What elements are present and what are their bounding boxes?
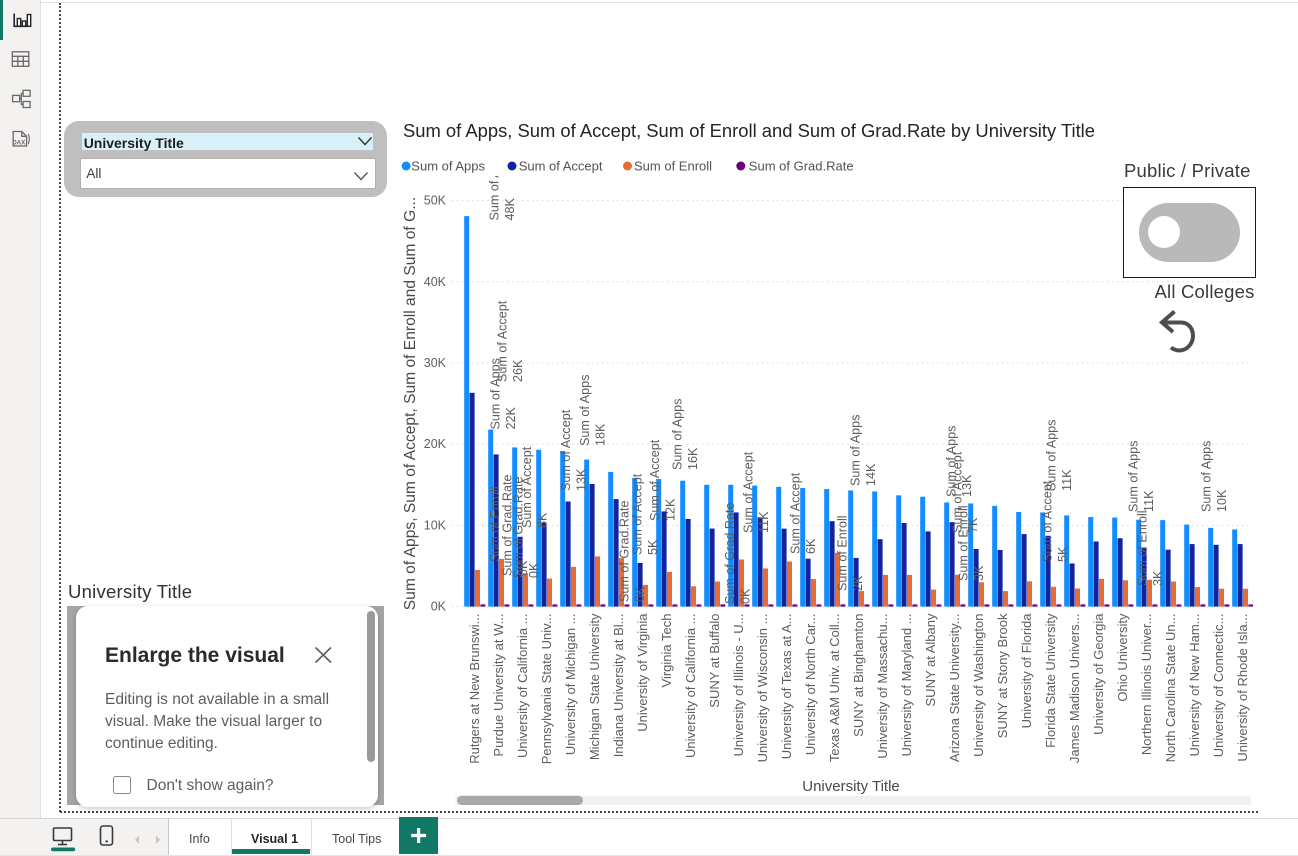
svg-text:University of North Car...: University of North Car... — [803, 614, 818, 756]
svg-text:Sum of Enroll: Sum of Enroll — [956, 505, 970, 581]
svg-text:13K: 13K — [960, 474, 974, 497]
svg-text:Arizona State University...: Arizona State University... — [947, 614, 962, 763]
svg-text:Sum of Accept: Sum of Accept — [559, 409, 573, 491]
svg-text:50K: 50K — [424, 194, 447, 208]
svg-text:Indiana University at Bl...: Indiana University at Bl... — [611, 614, 626, 758]
svg-text:0K: 0K — [633, 586, 647, 602]
svg-text:Sum of Accept: Sum of Accept — [519, 159, 603, 174]
svg-text:Sum of Apps: Sum of Apps — [488, 358, 502, 429]
svg-text:Sum of Grad.Rate: Sum of Grad.Rate — [617, 501, 631, 603]
svg-text:Sum of Grad.Rate: Sum of Grad.Rate — [749, 159, 854, 174]
svg-text:Sum of Apps: Sum of Apps — [944, 426, 958, 497]
svg-text:University of Rhode Isla...: University of Rhode Isla... — [1235, 614, 1250, 762]
svg-text:Sum of Accept: Sum of Accept — [788, 472, 802, 554]
svg-text:Sum of Apps: Sum of Apps — [1126, 441, 1140, 512]
svg-text:48K: 48K — [503, 197, 517, 220]
svg-text:2K: 2K — [851, 575, 865, 591]
svg-text:6K: 6K — [804, 538, 818, 554]
svg-text:Sum of Accept: Sum of Accept — [648, 439, 662, 521]
svg-text:11K: 11K — [1142, 490, 1156, 512]
svg-text:Pennsylvania State Univ...: Pennsylvania State Univ... — [539, 614, 554, 765]
svg-text:Sum of Apps: Sum of Apps — [670, 399, 684, 470]
svg-text:0K: 0K — [527, 562, 541, 578]
svg-text:5K: 5K — [646, 539, 660, 555]
svg-text:0K: 0K — [431, 600, 447, 614]
svg-text:Michigan State University: Michigan State University — [587, 613, 602, 760]
svg-text:SUNY at Stony Brook: SUNY at Stony Brook — [995, 613, 1010, 738]
svg-text:8K: 8K — [535, 512, 549, 528]
svg-text:University of Wisconsin ...: University of Wisconsin ... — [755, 614, 770, 763]
svg-text:University of Michigan ...: University of Michigan ... — [563, 614, 578, 756]
svg-text:Sum of Apps: Sum of Apps — [1044, 420, 1058, 491]
svg-text:Sum of Enroll: Sum of Enroll — [1135, 510, 1149, 586]
svg-text:University of Georgia: University of Georgia — [1091, 613, 1106, 735]
svg-text:University Title: University Title — [802, 778, 900, 795]
svg-text:University of Texas at A...: University of Texas at A... — [779, 614, 794, 760]
svg-text:Sum of Grad.Rate: Sum of Grad.Rate — [723, 503, 737, 605]
svg-text:University of Washington: University of Washington — [971, 614, 986, 757]
svg-text:Sum of Grad.Rate: Sum of Grad.Rate — [500, 475, 514, 577]
svg-text:30K: 30K — [424, 356, 447, 370]
svg-text:James Madison Univers...: James Madison Univers... — [1067, 614, 1082, 764]
svg-text:Sum of Apps: Sum of Apps — [411, 159, 485, 174]
svg-text:Sum of Grad.Rate: Sum of Grad.Rate — [511, 477, 525, 579]
svg-text:Sum of Accept: Sum of Accept — [495, 300, 509, 382]
svg-text:Sum of Accept: Sum of Accept — [950, 451, 964, 533]
svg-text:10K: 10K — [1215, 489, 1229, 512]
svg-text:5K: 5K — [1056, 546, 1070, 562]
svg-text:University of California ...: University of California ... — [683, 614, 698, 759]
svg-text:3K: 3K — [972, 565, 986, 581]
svg-text:Texas A&M Univ. at Coll...: Texas A&M Univ. at Coll... — [827, 614, 842, 763]
svg-text:11K: 11K — [757, 511, 771, 533]
svg-text:University of Massachu...: University of Massachu... — [875, 614, 890, 759]
svg-text:0K: 0K — [738, 588, 752, 604]
svg-text:Florida State University: Florida State University — [1043, 613, 1058, 748]
svg-text:Ohio University: Ohio University — [1115, 613, 1130, 702]
svg-text:Sum of Apps, Sum of Accept, Su: Sum of Apps, Sum of Accept, Sum of Enrol… — [402, 197, 419, 610]
svg-text:University of Maryland ...: University of Maryland ... — [899, 614, 914, 757]
svg-text:University of New Ham...: University of New Ham... — [1187, 614, 1202, 757]
svg-text:18K: 18K — [593, 423, 607, 446]
svg-text:Sum of Accept: Sum of Accept — [630, 473, 644, 555]
svg-text:0K: 0K — [516, 560, 530, 576]
svg-text:DAX: DAX — [12, 140, 26, 147]
svg-text:11K: 11K — [1060, 469, 1074, 491]
svg-text:40K: 40K — [424, 275, 447, 289]
svg-text:Sum of Apps: Sum of Apps — [1199, 441, 1213, 512]
svg-text:26K: 26K — [511, 359, 525, 382]
svg-text:Rutgers at New Brunswi...: Rutgers at New Brunswi... — [467, 614, 482, 764]
svg-text:North Carolina State Un...: North Carolina State Un... — [1163, 614, 1178, 763]
svg-text:Sum of Accept: Sum of Accept — [741, 451, 755, 533]
svg-text:3K: 3K — [1151, 570, 1165, 586]
svg-text:Sum of Accept: Sum of Accept — [520, 446, 534, 528]
svg-text:SUNY at Binghamton: SUNY at Binghamton — [851, 614, 866, 737]
svg-text:University of California ...: University of California ... — [515, 614, 530, 759]
svg-text:University of Virginia: University of Virginia — [635, 613, 650, 732]
svg-text:SUNY at Albany: SUNY at Albany — [923, 613, 938, 706]
svg-text:Sum of Apps: Sum of Apps — [487, 149, 501, 220]
svg-text:Sum of Enroll: Sum of Enroll — [634, 159, 712, 174]
svg-text:SUNY at Buffalo: SUNY at Buffalo — [707, 614, 722, 708]
svg-text:Sum of Enroll: Sum of Enroll — [835, 515, 849, 591]
svg-text:7K: 7K — [966, 517, 980, 533]
svg-text:16K: 16K — [686, 447, 700, 470]
svg-text:University of Illinois - U...: University of Illinois - U... — [731, 614, 746, 757]
svg-text:10K: 10K — [424, 518, 447, 532]
svg-text:University of Connectic...: University of Connectic... — [1211, 614, 1226, 758]
svg-text:Sum of Accept: Sum of Accept — [1040, 480, 1054, 562]
svg-text:University of Florida: University of Florida — [1019, 613, 1034, 729]
svg-text:12K: 12K — [663, 498, 677, 521]
svg-text:Virginia Tech: Virginia Tech — [659, 614, 674, 688]
svg-text:13K: 13K — [574, 468, 588, 491]
svg-text:Northern Illinois Univer...: Northern Illinois Univer... — [1139, 614, 1154, 756]
svg-text:Sum of Enroll: Sum of Enroll — [488, 486, 502, 562]
svg-text:14K: 14K — [864, 463, 878, 486]
svg-text:Sum of Apps: Sum of Apps — [578, 375, 592, 446]
svg-text:22K: 22K — [504, 406, 518, 429]
svg-text:20K: 20K — [424, 437, 447, 451]
svg-text:Purdue University at W...: Purdue University at W... — [491, 614, 506, 757]
svg-text:Sum of Apps: Sum of Apps — [848, 415, 862, 486]
